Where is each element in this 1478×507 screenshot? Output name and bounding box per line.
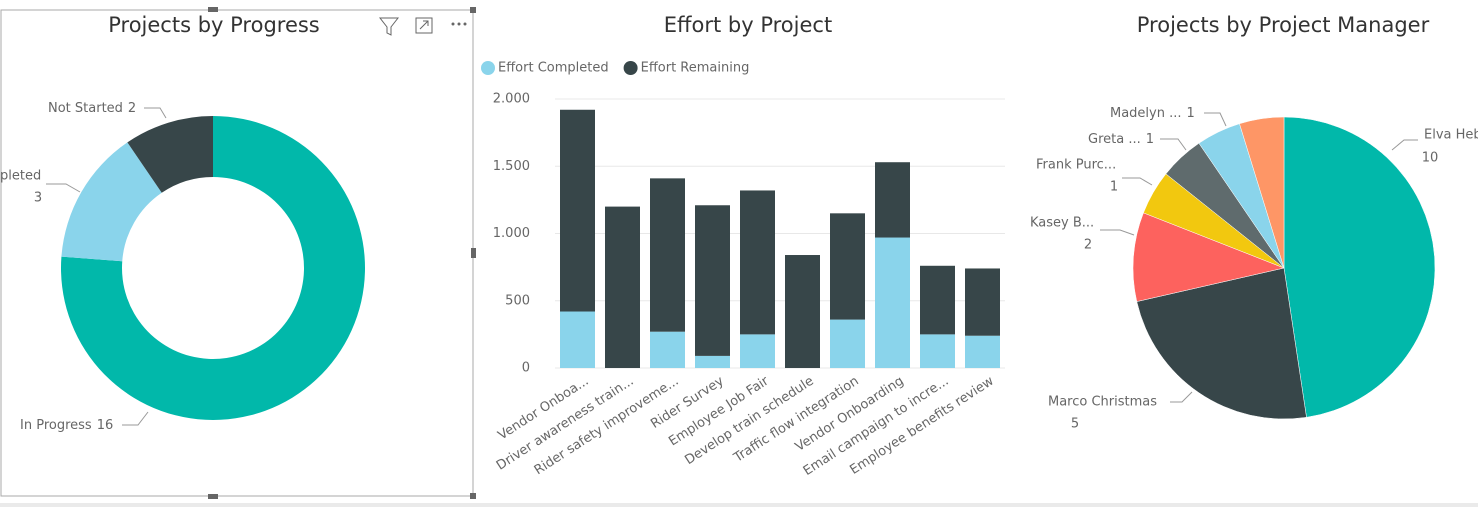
slice xyxy=(61,142,162,262)
leader-line xyxy=(1160,138,1187,151)
bar xyxy=(560,109,595,312)
resize-handle[interactable] xyxy=(470,7,476,13)
legend-label: Effort Completed xyxy=(498,61,609,76)
slice-label: Frank Purc... xyxy=(1036,158,1116,173)
leader-line xyxy=(1391,139,1418,151)
bar xyxy=(695,205,730,356)
leader-line xyxy=(1100,229,1135,236)
bar xyxy=(875,162,910,238)
bar xyxy=(650,178,685,332)
y-tick-label: 2.000 xyxy=(493,92,530,107)
bar xyxy=(830,319,865,368)
slice-value: 1 xyxy=(1110,180,1118,195)
leader-line xyxy=(1170,391,1193,403)
slice-label: Kasey B... xyxy=(1030,216,1094,231)
bar xyxy=(740,334,775,368)
slice-value: 3 xyxy=(34,191,42,206)
slice-value: 10 xyxy=(1422,151,1439,166)
chart-title: Effort by Project xyxy=(664,13,832,37)
resize-handle[interactable] xyxy=(470,493,476,499)
bar xyxy=(650,331,685,368)
slice-name: Madelyn ... xyxy=(1110,106,1182,121)
slice-name: In Progress xyxy=(20,418,92,433)
slice-label: Not Started 2 xyxy=(48,101,136,116)
slice-label: Elva Heb xyxy=(1424,128,1478,143)
y-tick-label: 0 xyxy=(522,361,530,376)
resize-handle[interactable] xyxy=(208,7,218,12)
y-tick-label: 500 xyxy=(505,293,530,308)
bottom-bar xyxy=(0,503,1478,507)
bar xyxy=(965,268,1000,336)
slice-value: 1 xyxy=(1187,106,1195,121)
bar xyxy=(965,335,1000,368)
bar xyxy=(785,255,820,368)
slice-label: Marco Christmas xyxy=(1048,395,1157,410)
slice-value: 2 xyxy=(1084,238,1092,253)
slice xyxy=(61,116,365,420)
slice-value: 2 xyxy=(128,101,136,116)
bar xyxy=(740,190,775,335)
bar xyxy=(605,206,640,368)
slice-value: 5 xyxy=(1071,417,1079,432)
slice-value: 1 xyxy=(1146,132,1154,147)
bar xyxy=(830,213,865,320)
slice xyxy=(1239,116,1285,269)
slice-name: Greta ... xyxy=(1088,132,1141,147)
leader-line xyxy=(46,183,81,193)
legend-label: Effort Remaining xyxy=(641,61,750,76)
slice-name: Not Started xyxy=(48,101,123,116)
slice-label: In Progress 16 xyxy=(20,418,113,433)
slice xyxy=(1136,267,1307,420)
leader-line xyxy=(144,107,167,119)
bar xyxy=(920,265,955,335)
focus-icon[interactable] xyxy=(415,17,433,34)
slice-label: pleted xyxy=(0,169,41,184)
legend-marker xyxy=(481,61,495,75)
y-tick-label: 1.500 xyxy=(493,159,530,174)
leader-line xyxy=(1122,177,1153,186)
slice-label: Madelyn ... 1 xyxy=(1110,106,1195,121)
slice xyxy=(127,116,213,193)
bar xyxy=(560,311,595,368)
chart-title: Projects by Project Manager xyxy=(1137,13,1430,37)
slice xyxy=(1132,212,1285,302)
chart-title: Projects by Progress xyxy=(108,13,320,37)
more-icon[interactable] xyxy=(451,22,467,26)
leader-line xyxy=(122,411,149,426)
legend-marker xyxy=(623,61,638,75)
bar xyxy=(875,237,910,368)
bar xyxy=(695,355,730,368)
resize-handle[interactable] xyxy=(208,494,218,499)
bar xyxy=(920,334,955,368)
y-tick-label: 1.000 xyxy=(493,226,530,241)
slice-value: 16 xyxy=(97,418,114,433)
resize-handle[interactable] xyxy=(471,248,476,258)
filter-icon[interactable] xyxy=(378,17,400,36)
slice-label: Greta ... 1 xyxy=(1088,132,1154,147)
leader-line xyxy=(1204,112,1227,127)
slice xyxy=(1283,116,1436,418)
